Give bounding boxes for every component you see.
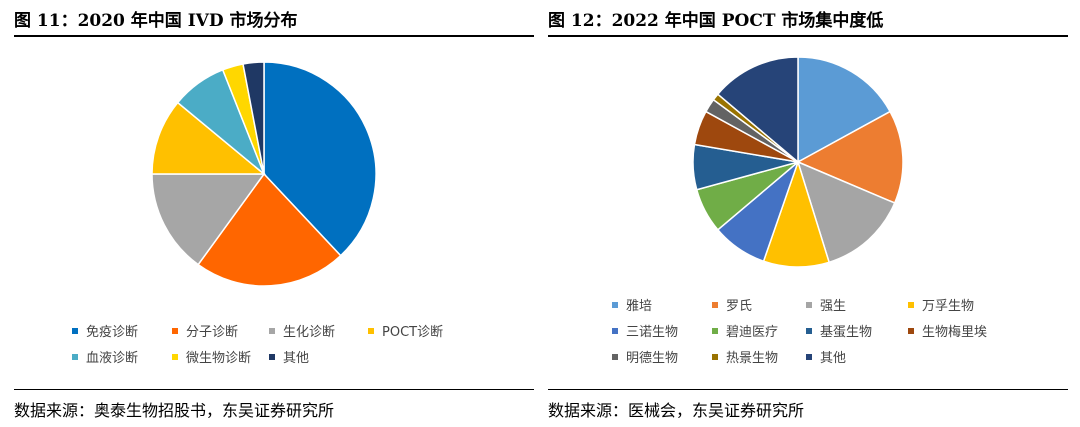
source-rule bbox=[14, 389, 534, 390]
figure-11-panel: 图 11：2020 年中国 IVD 市场分布 免疫诊断 分子诊断 生化诊断 POCT诊… bbox=[14, 0, 534, 427]
legend-item-1-2: 强生 bbox=[806, 295, 846, 314]
title-rule bbox=[548, 35, 1068, 37]
pie-slice-1-2 bbox=[796, 160, 896, 264]
figure-12-pie-chart bbox=[692, 56, 904, 268]
legend-label: 其他 bbox=[820, 351, 847, 366]
legend-item-1-0: 雅培 bbox=[612, 295, 652, 314]
legend-swatch bbox=[806, 353, 812, 360]
legend-swatch bbox=[806, 327, 812, 334]
legend-label: 基蛋生物 bbox=[820, 325, 873, 340]
legend-item-1-9: 热景生物 bbox=[712, 347, 778, 366]
legend-label: 明德生物 bbox=[626, 351, 679, 366]
legend-label: 生化诊断 bbox=[283, 325, 336, 340]
legend-swatch bbox=[712, 353, 718, 360]
legend-label: 罗氏 bbox=[726, 299, 753, 314]
legend-label: 生物梅里埃 bbox=[922, 325, 988, 340]
legend-swatch bbox=[908, 301, 914, 308]
legend-swatch bbox=[806, 301, 812, 308]
pie-slice-0-0 bbox=[263, 61, 377, 257]
legend-swatch bbox=[172, 353, 178, 360]
legend-item-0-3: POCT诊断 bbox=[368, 321, 443, 340]
legend-label: 血液诊断 bbox=[86, 351, 139, 366]
legend-label: 其他 bbox=[283, 351, 310, 366]
legend-swatch bbox=[172, 327, 178, 334]
legend-swatch bbox=[368, 327, 374, 334]
legend-swatch bbox=[72, 327, 78, 334]
figure-12-title: 图 12：2022 年中国 POCT 市场集中度低 bbox=[548, 11, 884, 31]
legend-item-1-3: 万孚生物 bbox=[908, 295, 974, 314]
legend-swatch bbox=[612, 301, 618, 308]
pie-slice-1-1 bbox=[796, 110, 904, 204]
legend-label: 强生 bbox=[820, 299, 847, 314]
legend-label: 雅培 bbox=[626, 299, 653, 314]
legend-swatch bbox=[712, 327, 718, 334]
legend-item-0-1: 分子诊断 bbox=[172, 321, 238, 340]
legend-item-1-10: 其他 bbox=[806, 347, 846, 366]
pie-slice-1-10 bbox=[716, 56, 799, 164]
figure-11-source: 数据来源：奥泰生物招股书，东吴证券研究所 bbox=[14, 401, 335, 420]
legend-item-1-5: 碧迪医疗 bbox=[712, 321, 778, 340]
source-rule bbox=[548, 389, 1068, 390]
legend-label: 万孚生物 bbox=[922, 299, 975, 314]
figure-12-panel: 图 12：2022 年中国 POCT 市场集中度低 雅培 罗氏 强生 万孚生物三诺生物… bbox=[548, 0, 1068, 427]
legend-label: 热景生物 bbox=[726, 351, 779, 366]
legend-item-1-6: 基蛋生物 bbox=[806, 321, 872, 340]
legend-label: 三诺生物 bbox=[626, 325, 679, 340]
legend-swatch bbox=[72, 353, 78, 360]
legend-swatch bbox=[612, 353, 618, 360]
title-rule bbox=[14, 35, 534, 37]
legend-item-1-8: 明德生物 bbox=[612, 347, 678, 366]
legend-swatch bbox=[712, 301, 718, 308]
legend-label: POCT诊断 bbox=[382, 325, 444, 340]
legend-item-0-5: 微生物诊断 bbox=[172, 347, 251, 366]
legend-swatch bbox=[269, 327, 275, 334]
legend-label: 微生物诊断 bbox=[186, 351, 252, 366]
legend-item-0-4: 血液诊断 bbox=[72, 347, 138, 366]
pie-slice-0-3 bbox=[151, 101, 267, 175]
pie-slice-0-6 bbox=[242, 61, 265, 175]
pie-slice-0-2 bbox=[151, 173, 266, 266]
legend-item-1-4: 三诺生物 bbox=[612, 321, 678, 340]
legend-item-1-7: 生物梅里埃 bbox=[908, 321, 987, 340]
legend-item-0-2: 生化诊断 bbox=[269, 321, 335, 340]
figure-12-source: 数据来源：医械会，东吴证券研究所 bbox=[548, 401, 805, 420]
legend-swatch bbox=[908, 327, 914, 334]
figure-11-title: 图 11：2020 年中国 IVD 市场分布 bbox=[14, 11, 298, 31]
legend-label: 分子诊断 bbox=[186, 325, 239, 340]
legend-label: 碧迪医疗 bbox=[726, 325, 779, 340]
legend-item-1-1: 罗氏 bbox=[712, 295, 752, 314]
legend-item-0-6: 其他 bbox=[269, 347, 309, 366]
figure-11-pie-chart bbox=[151, 61, 377, 287]
pie-slice-1-0 bbox=[797, 56, 892, 164]
pie-slice-0-1 bbox=[197, 172, 342, 287]
legend-label: 免疫诊断 bbox=[86, 325, 139, 340]
legend-swatch bbox=[269, 353, 275, 360]
legend-item-0-0: 免疫诊断 bbox=[72, 321, 138, 340]
legend-swatch bbox=[612, 327, 618, 334]
